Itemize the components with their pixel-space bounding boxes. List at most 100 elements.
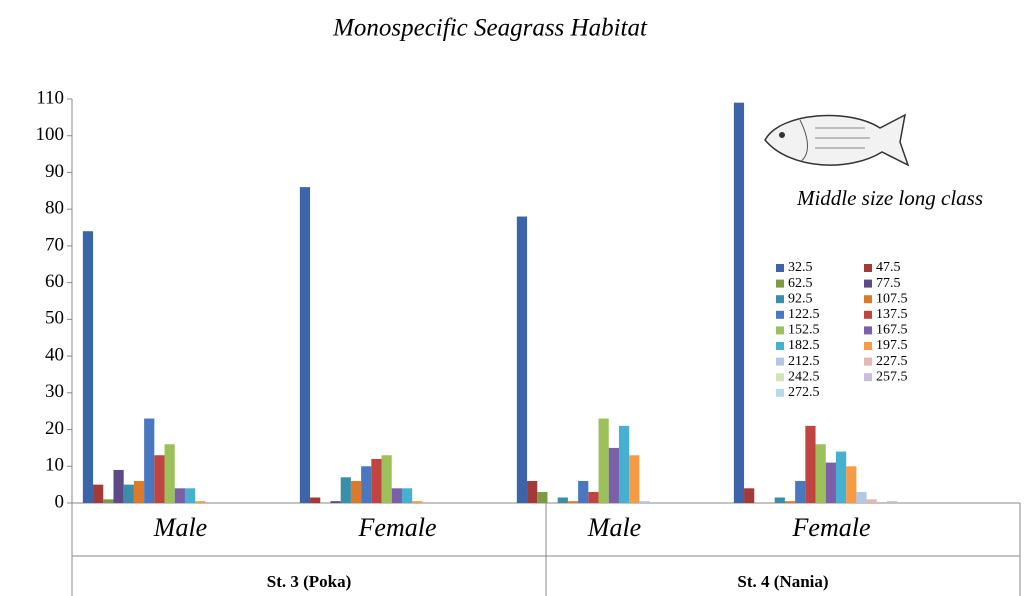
bar [866, 499, 877, 503]
x-tick-label: Male [587, 513, 641, 542]
group-label: St. 4 (Nania) [737, 572, 828, 591]
bar [82, 231, 94, 503]
bar [784, 501, 796, 503]
x-tick-label: Female [358, 513, 437, 542]
legend-swatch [864, 279, 872, 288]
legend-swatch [776, 310, 784, 319]
bar [608, 447, 619, 503]
legend-label: 227.5 [876, 354, 908, 369]
bar [93, 484, 104, 503]
legend-swatch [776, 388, 784, 397]
bar [371, 458, 382, 503]
legend-swatch [776, 264, 784, 272]
bar [144, 418, 155, 503]
bar [744, 488, 755, 503]
bar [557, 497, 568, 503]
legend-label: 32.5 [788, 260, 813, 275]
bar [578, 480, 589, 503]
bar [195, 501, 206, 503]
legend-swatch [864, 310, 872, 319]
y-tick-label: 20 [45, 418, 64, 439]
legend-swatch [776, 279, 784, 288]
bar [537, 491, 548, 503]
y-tick-label: 60 [45, 271, 64, 292]
legend-label: 272.5 [788, 385, 820, 400]
y-tick-label: 110 [36, 87, 64, 108]
bar [361, 466, 372, 503]
bar [299, 187, 311, 504]
y-tick-label: 10 [45, 455, 64, 476]
legend-label: 77.5 [876, 276, 901, 291]
legend-swatch [864, 264, 872, 272]
legend-label: 122.5 [788, 307, 820, 322]
legend-swatch [864, 357, 872, 366]
legend-swatch [864, 373, 872, 382]
bar [887, 501, 898, 503]
bar [774, 497, 785, 503]
bar [113, 469, 124, 503]
legend-label: 197.5 [876, 338, 908, 353]
legend-label: 182.5 [788, 338, 820, 353]
bar [588, 491, 599, 503]
legend-swatch [776, 342, 784, 350]
legend-swatch [776, 357, 784, 366]
bar [164, 444, 175, 503]
y-tick-label: 40 [45, 344, 64, 365]
x-tick-label: Female [792, 513, 871, 542]
bar [835, 451, 847, 503]
legend-label: 107.5 [876, 291, 908, 306]
bar [846, 466, 857, 503]
bar [391, 488, 402, 503]
y-tick-label: 0 [55, 491, 65, 512]
legend-swatch [864, 342, 872, 350]
y-tick-label: 90 [45, 161, 64, 182]
bar [598, 418, 609, 503]
legend-swatch [776, 326, 784, 335]
bar [133, 480, 145, 503]
legend-swatch [776, 373, 784, 382]
bar [639, 501, 650, 503]
legend-label: 92.5 [788, 291, 813, 306]
y-tick-label: 30 [45, 381, 64, 402]
legend-label: 137.5 [876, 307, 908, 322]
legend-swatch [864, 326, 872, 335]
legend-label: 47.5 [876, 260, 901, 275]
bar [412, 501, 423, 503]
legend-label: 152.5 [788, 323, 820, 338]
bar [103, 499, 114, 503]
bar [527, 480, 538, 503]
legend-label: 62.5 [788, 276, 813, 291]
bar [340, 477, 351, 503]
bar [350, 480, 362, 503]
bar [825, 462, 836, 503]
legend-label: 242.5 [788, 369, 820, 384]
legend-swatch [776, 295, 784, 304]
bar [154, 455, 165, 503]
bar [815, 444, 826, 503]
bar [733, 102, 745, 503]
bar [618, 425, 630, 503]
bar [856, 491, 867, 503]
bar [805, 425, 816, 503]
bar [516, 216, 528, 503]
y-tick-label: 80 [45, 198, 64, 219]
bar [795, 480, 806, 503]
bar [310, 497, 321, 503]
legend-label: 257.5 [876, 369, 908, 384]
bar [629, 455, 640, 503]
legend-swatch [864, 295, 872, 304]
legend-title: Middle size long class [796, 186, 983, 210]
bar [401, 488, 413, 503]
chart-title: Monospecific Seagrass Habitat [332, 15, 648, 42]
y-tick-label: 100 [36, 124, 65, 145]
bar [184, 488, 196, 503]
x-tick-label: Male [153, 513, 207, 542]
fish-icon [764, 113, 910, 167]
legend-label: 212.5 [788, 354, 820, 369]
legend-label: 167.5 [876, 323, 908, 338]
bar [123, 484, 134, 503]
bar [330, 501, 341, 503]
bar [174, 488, 185, 503]
bar [381, 455, 392, 503]
